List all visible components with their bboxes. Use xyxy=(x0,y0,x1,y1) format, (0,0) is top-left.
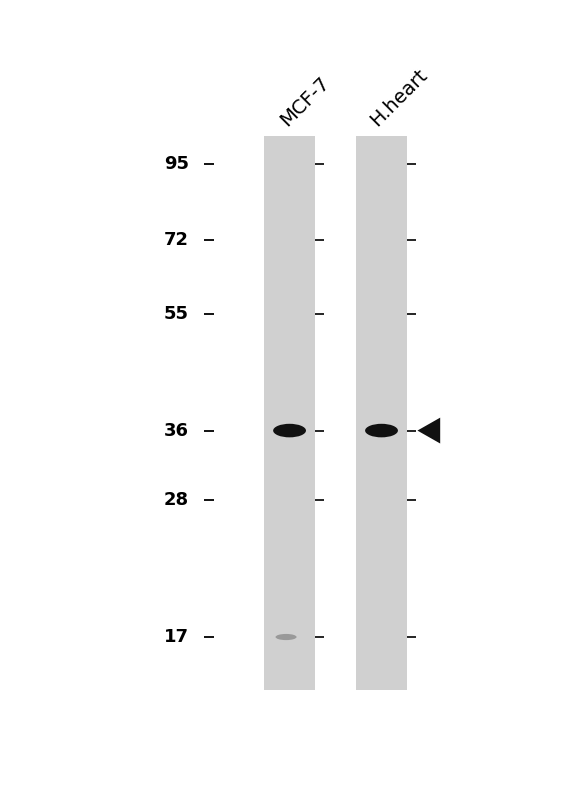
Text: 28: 28 xyxy=(164,490,189,509)
Text: 72: 72 xyxy=(164,231,189,249)
Ellipse shape xyxy=(365,424,398,438)
Bar xyxy=(357,136,407,690)
Text: 17: 17 xyxy=(164,628,189,646)
Polygon shape xyxy=(418,418,440,443)
Text: 36: 36 xyxy=(164,422,189,439)
Ellipse shape xyxy=(276,634,297,640)
Text: 55: 55 xyxy=(164,305,189,323)
Text: 95: 95 xyxy=(164,154,189,173)
Ellipse shape xyxy=(273,424,306,438)
Text: MCF-7: MCF-7 xyxy=(276,74,333,130)
Text: H.heart: H.heart xyxy=(366,66,431,130)
Bar xyxy=(264,136,315,690)
